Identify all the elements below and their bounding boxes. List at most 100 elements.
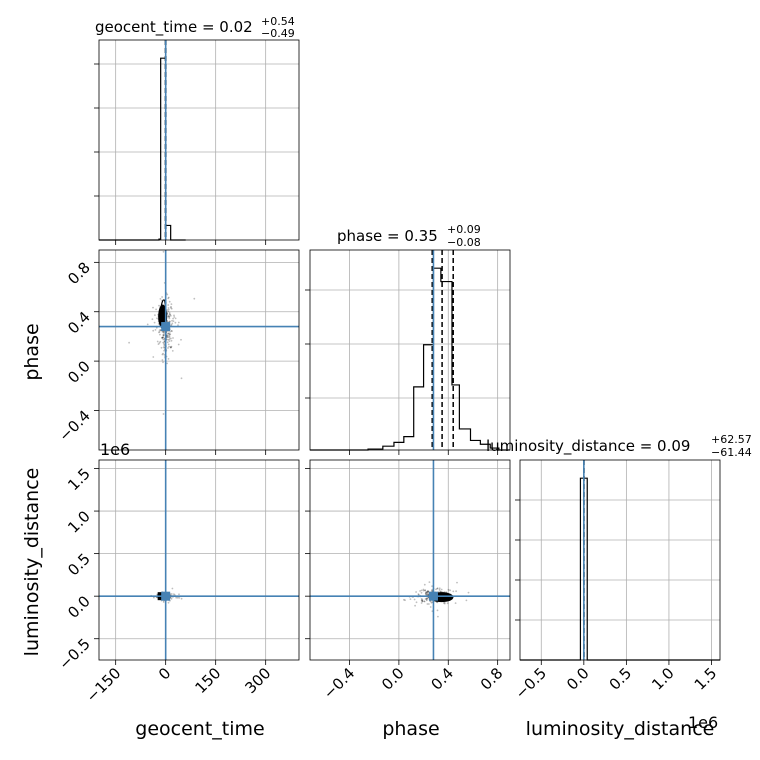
- luminosity-distance-vs-geocent-time-sample-point: [171, 587, 174, 590]
- luminosity-distance-vs-phase-sample-point: [426, 603, 429, 605]
- phase-vs-geocent-time-sample-point: [167, 315, 170, 317]
- phase-vs-geocent-time-sample-point: [162, 352, 164, 355]
- luminosity-distance-vs-phase-sample-point: [426, 593, 429, 596]
- luminosity-distance-vs-phase-sample-point: [429, 606, 432, 608]
- phase-vs-geocent-time-sample-point: [170, 346, 172, 349]
- phase-vs-geocent-time-sample-point: [163, 349, 165, 352]
- phase-vs-geocent-time-sample-point: [173, 314, 175, 317]
- title-geocent-time-upper: +0.54: [261, 15, 295, 28]
- phase-vs-geocent-time-sample-point: [167, 334, 169, 337]
- luminosity-distance-hist-frame: [519, 459, 721, 661]
- luminosity-distance-hist-xtick-label-4: 1.5: [691, 664, 721, 694]
- luminosity-distance-vs-phase-sample-point: [456, 581, 458, 584]
- luminosity-distance-vs-phase-sample-point: [415, 601, 418, 604]
- luminosity-distance-vs-phase-sample-point: [427, 590, 429, 593]
- phase-vs-geocent-time-sample-point: [167, 343, 170, 346]
- phase-vs-geocent-time-sample-point: [168, 338, 171, 340]
- luminosity-distance-vs-geocent-time-sample-point: [167, 601, 170, 604]
- luminosity-distance-vs-phase-sample-point: [442, 602, 445, 604]
- luminosity-distance-vs-phase-sample-point: [420, 599, 423, 602]
- luminosity-distance-vs-phase-sample-point: [404, 599, 406, 602]
- phase-vs-geocent-time-sample-point: [152, 329, 155, 332]
- phase-vs-geocent-time-sample-point: [162, 330, 165, 333]
- phase-vs-geocent-time-sample-point: [161, 330, 164, 333]
- phase-vs-geocent-time-sample-point: [167, 336, 169, 338]
- luminosity-distance-vs-phase-sample-point: [426, 597, 428, 600]
- luminosity-distance-vs-phase-sample-point: [436, 587, 439, 590]
- panel-phase-vs-geocent-time: −0.4 0.0 0.4 0.8: [55, 249, 300, 455]
- phase-vs-geocent-time-sample-point: [169, 346, 172, 349]
- luminosity-distance-hist-xtick-label-3: 1.0: [648, 664, 678, 694]
- phase-vs-geocent-time-sample-point: [172, 320, 175, 322]
- phase-vs-geocent-time-sample-point: [177, 324, 179, 327]
- title-luminosity-distance: luminosity_distance = 0.09: [486, 437, 690, 456]
- title-geocent-time-lower: −0.49: [261, 27, 295, 40]
- phase-vs-geocent-time-sample-point: [161, 336, 163, 339]
- phase-vs-geocent-time-sample-point: [155, 326, 158, 329]
- phase-vs-geocent-time-sample-point: [170, 337, 172, 340]
- phase-vs-geocent-time-sample-point: [167, 315, 170, 318]
- luminosity-distance-vs-phase-sample-point: [425, 591, 427, 593]
- phase-vs-geocent-time-sample-point: [169, 313, 172, 316]
- luminosity-distance-vs-phase-sample-point: [427, 593, 430, 596]
- phase-vs-geocent-time-sample-point: [171, 322, 174, 325]
- luminosity-distance-vs-geocent-time-sample-point: [178, 593, 180, 596]
- luminosity-distance-vs-phase-sample-point: [438, 587, 441, 590]
- phase-vs-geocent-time-sample-point: [159, 333, 161, 336]
- luminosity-distance-vs-phase-sample-point: [430, 601, 433, 604]
- phase-vs-geocent-time-sample-point: [156, 340, 159, 343]
- geocent-time-hist-frame: [98, 39, 300, 241]
- phase-vs-geocent-time-sample-point: [152, 306, 154, 309]
- luminosity-distance-vs-phase-sample-point: [426, 592, 429, 595]
- phase-vs-geocent-time-sample-point: [155, 308, 157, 311]
- phase-vs-geocent-time-ytick-label-2: 0.4: [64, 308, 94, 338]
- xlabel-phase: phase: [382, 718, 439, 740]
- luminosity-distance-vs-phase-sample-point: [425, 597, 428, 600]
- luminosity-distance-vs-phase-sample-point: [428, 603, 430, 605]
- phase-vs-geocent-time-sample-point: [166, 341, 169, 344]
- luminosity-distance-vs-phase-sample-point: [436, 601, 439, 604]
- panel-luminosity-distance-hist: −0.5 0.0 0.5 1.0 1.5: [512, 459, 721, 703]
- luminosity-distance-vs-phase-sample-point: [436, 587, 439, 590]
- luminosity-distance-vs-phase-sample-point: [426, 591, 429, 594]
- luminosity-distance-vs-phase-sample-point: [422, 588, 425, 591]
- phase-vs-geocent-time-ytick-label-0: −0.4: [55, 407, 93, 445]
- phase-vs-geocent-time-samples: [128, 250, 196, 415]
- phase-vs-geocent-time-sample-point: [167, 358, 170, 360]
- phase-vs-geocent-time-sample-point: [157, 343, 160, 345]
- luminosity-distance-vs-phase-sample-point: [424, 593, 427, 595]
- phase-vs-geocent-time-sample-point: [169, 333, 172, 336]
- phase-vs-geocent-time-sample-point: [154, 329, 157, 331]
- phase-vs-geocent-time-frame: [98, 249, 300, 451]
- phase-vs-geocent-time-sample-point: [170, 306, 172, 309]
- phase-vs-geocent-time-sample-point: [169, 330, 171, 333]
- luminosity-distance-vs-phase-sample-point: [443, 602, 446, 605]
- luminosity-distance-vs-phase-sample-point: [443, 601, 446, 604]
- luminosity-distance-hist-steps: [520, 477, 720, 661]
- luminosity-distance-vs-phase-sample-point: [424, 598, 427, 600]
- phase-vs-geocent-time-sample-point: [167, 308, 170, 311]
- phase-vs-geocent-time-sample-point: [177, 321, 180, 324]
- phase-vs-geocent-time-truth-marker: [161, 322, 171, 332]
- phase-vs-geocent-time-sample-point: [171, 319, 173, 322]
- phase-vs-geocent-time-sample-point: [167, 347, 169, 349]
- luminosity-distance-vs-phase-sample-point: [452, 590, 455, 593]
- luminosity-distance-vs-phase-sample-point: [423, 600, 425, 603]
- phase-vs-geocent-time-sample-point: [161, 353, 164, 356]
- phase-hist-frame: [309, 249, 511, 451]
- phase-vs-geocent-time-sample-point: [167, 304, 170, 306]
- luminosity-distance-vs-geocent-time-sample-point: [162, 601, 165, 603]
- luminosity-distance-vs-phase-sample-point: [455, 590, 457, 593]
- phase-vs-geocent-time-sample-point: [166, 309, 168, 311]
- luminosity-distance-vs-geocent-time-truth-marker: [161, 591, 171, 601]
- phase-vs-geocent-time-sample-point: [170, 323, 173, 326]
- phase-vs-geocent-time-sample-point: [168, 332, 171, 335]
- phase-vs-geocent-time-sample-point: [163, 332, 165, 334]
- luminosity-distance-vs-phase-xtick-label-1: 0.0: [378, 664, 408, 694]
- title-phase: phase = 0.35: [337, 227, 438, 245]
- phase-vs-geocent-time-sample-point: [163, 345, 166, 347]
- panel-phase-hist: [305, 249, 511, 455]
- luminosity-distance-vs-phase-sample-point: [409, 598, 412, 600]
- luminosity-distance-vs-phase-sample-point: [421, 599, 423, 602]
- phase-vs-geocent-time-sample-point: [167, 310, 170, 313]
